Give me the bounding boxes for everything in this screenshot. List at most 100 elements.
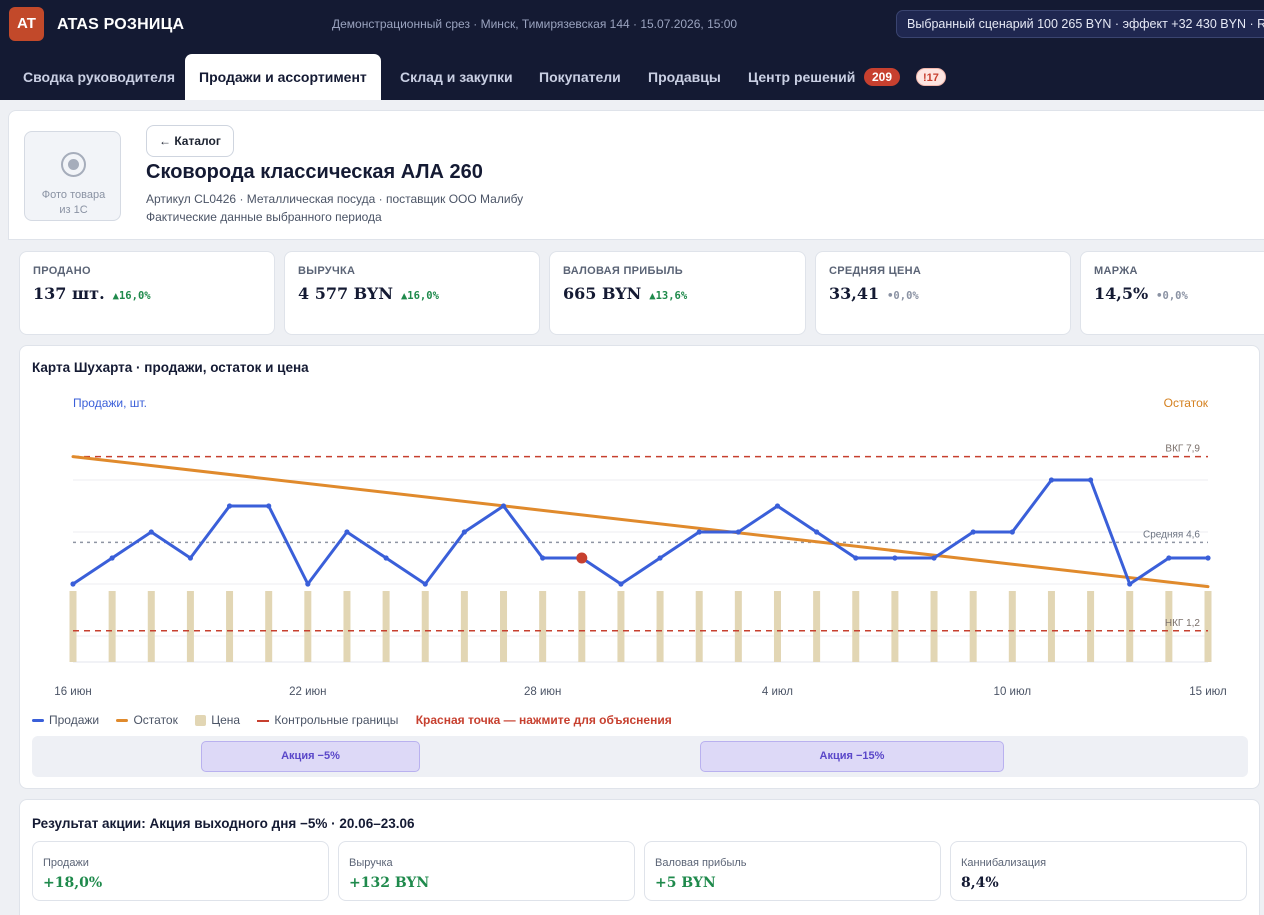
sales-point (226, 503, 233, 509)
price-bar (852, 591, 860, 662)
price-bar (108, 591, 116, 662)
tab-executive-summary[interactable]: Сводка руководителя (23, 69, 175, 85)
price-bar (460, 591, 468, 662)
result-card-cannibalization: Каннибализация 8,4% (950, 841, 1247, 901)
lcl-label: НКГ 1,2 (1165, 618, 1201, 629)
x-tick-label: 22 июн (289, 686, 326, 698)
top-bar: AT ATAS РОЗНИЦА Демонстрационный срез · … (0, 0, 1264, 100)
app-logo: AT (9, 7, 44, 41)
tab-sellers[interactable]: Продавцы (648, 69, 721, 85)
legend-control-limits[interactable]: Контрольные границы (257, 713, 398, 727)
kpi-delta: ▲16,0% (400, 290, 439, 302)
price-bar (69, 591, 77, 662)
result-card-revenue: Выручка +132 BYN (338, 841, 635, 901)
product-photo-label: Фото товара из 1С (41, 189, 106, 216)
price-bar (186, 591, 194, 662)
product-meta: Артикул CL0426 · Металлическая посуда · … (146, 192, 524, 206)
price-bar (343, 591, 351, 662)
chart-title: Карта Шухарта · продажи, остаток и цена (32, 360, 309, 375)
sales-point (970, 529, 976, 535)
price-bar (891, 591, 899, 662)
kpi-label: ПРОДАНО (33, 265, 91, 277)
tab-sales-assortment[interactable]: Продажи и ассортимент (185, 54, 381, 100)
result-card-label: Валовая прибыль (655, 857, 747, 869)
tab-decision-center[interactable]: Центр решений (748, 69, 856, 85)
kpi-value: 14,5% •0,0% (1094, 284, 1188, 303)
kpi-value: 665 BYN ▲13,6% (563, 284, 688, 303)
sales-point (187, 555, 194, 561)
price-bar (617, 591, 625, 662)
price-bar (1165, 591, 1173, 662)
price-bar (1087, 591, 1095, 662)
price-bar (1204, 591, 1212, 662)
outlier-hint: Красная точка — нажмите для объяснения (415, 712, 672, 727)
tab-warehouse-purchasing[interactable]: Склад и закупки (400, 69, 513, 85)
app-brand: ATAS РОЗНИЦА (57, 16, 185, 33)
price-bar (382, 591, 390, 662)
tab-customers[interactable]: Покупатели (539, 69, 621, 85)
kpi-card-sold: ПРОДАНО 137 шт. ▲16,0% (19, 251, 275, 335)
result-card-value: +18,0% (43, 875, 103, 891)
x-tick-label: 28 июн (524, 686, 561, 698)
sales-point (109, 555, 115, 561)
x-tick-label: 15 июл (1189, 686, 1227, 698)
back-to-catalog-button[interactable]: ← Каталог (146, 125, 234, 157)
kpi-value: 33,41 •0,0% (829, 284, 919, 303)
shewhart-chart: ВКГ 7,9 Средняя 4,6 НКГ 1,2 Продажи, шт. Ост… (54, 396, 1227, 698)
price-bar (734, 591, 742, 662)
kpi-label: СРЕДНЯЯ ЦЕНА (829, 265, 922, 277)
promo-timeline: Акция −5% Акция −15% (32, 736, 1248, 777)
promo-15-percent[interactable]: Акция −15% (700, 741, 1004, 772)
chart-legend: Продажи Остаток Цена Контрольные границы… (32, 712, 672, 728)
price-bar (265, 591, 273, 662)
kpi-card-gross-profit: ВАЛОВАЯ ПРИБЫЛЬ 665 BYN ▲13,6% (549, 251, 806, 335)
kpi-value: 4 577 BYN ▲16,0% (298, 284, 439, 303)
price-bar (304, 591, 312, 662)
product-title: Сковорода классическая АЛА 260 (146, 161, 483, 183)
kpi-value: 137 шт. ▲16,0% (33, 284, 151, 303)
price-bar (656, 591, 664, 662)
sales-point (305, 581, 311, 587)
kpi-card-revenue: ВЫРУЧКА 4 577 BYN ▲16,0% (284, 251, 540, 335)
sales-point (657, 555, 663, 561)
price-bar (695, 591, 703, 662)
result-card-label: Выручка (349, 857, 393, 869)
sales-point (931, 555, 937, 561)
price-bar (969, 591, 977, 662)
sales-point (500, 503, 507, 509)
sales-point (814, 529, 820, 535)
legend-price[interactable]: Цена (195, 713, 240, 727)
alerts-badge[interactable]: !17 (916, 68, 946, 86)
price-bar (1126, 591, 1134, 662)
result-card-value: +132 BYN (349, 875, 430, 891)
result-card-value: 8,4% (961, 875, 999, 891)
stock-line (71, 455, 1210, 589)
selected-scenario-button[interactable]: Выбранный сценарий 100 265 BYN · эффект … (896, 10, 1264, 38)
kpi-label: МАРЖА (1094, 265, 1138, 277)
kpi-label: ВЫРУЧКА (298, 265, 356, 277)
legend-sales[interactable]: Продажи (32, 713, 99, 727)
x-tick-label: 10 июл (994, 686, 1032, 698)
price-bar (578, 591, 586, 662)
sales-point (1087, 477, 1094, 483)
sales-point (383, 555, 389, 561)
ucl-label: ВКГ 7,9 (1165, 444, 1200, 455)
sales-point (461, 529, 467, 535)
shewhart-chart-panel: Карта Шухарта · продажи, остаток и цена … (19, 345, 1260, 789)
sales-point (1127, 581, 1133, 587)
result-card-sales: Продажи +18,0% (32, 841, 329, 901)
sales-point (618, 581, 624, 587)
sales-point (148, 529, 154, 535)
sales-point (70, 581, 76, 587)
price-bar (930, 591, 938, 662)
y2-axis-label: Остаток (1164, 396, 1209, 410)
sales-line (72, 478, 1208, 586)
result-card-gross-profit: Валовая прибыль +5 BYN (644, 841, 941, 901)
y-axis-label: Продажи, шт. (73, 396, 147, 410)
legend-stock[interactable]: Остаток (116, 713, 178, 727)
camera-icon (61, 152, 86, 177)
outlier-point[interactable] (576, 552, 588, 564)
promo-5-percent[interactable]: Акция −5% (201, 741, 420, 772)
sales-point (696, 529, 702, 535)
result-card-label: Продажи (43, 857, 89, 869)
